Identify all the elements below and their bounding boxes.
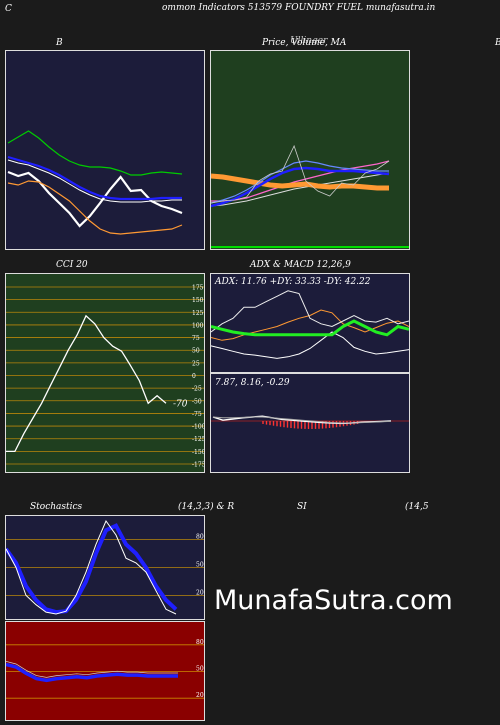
bollinger-panel <box>5 50 205 250</box>
cci-tick-label: -25 <box>192 386 202 393</box>
cci-tick-label: 175 <box>192 285 204 292</box>
cci-title: CCI 20 <box>56 260 88 270</box>
price-ma-title: Price, Volume, MA <box>262 38 347 48</box>
brand-watermark: MunafaSutra.com <box>214 585 453 616</box>
mid-band-white-line <box>7 159 182 203</box>
cci-tick-label: -100 <box>192 424 204 431</box>
cci-tick-label: -50 <box>192 398 202 405</box>
macd-label: 7.87, 8.16, -0.29 <box>215 378 290 388</box>
stoch-tick-label: 50 <box>196 562 204 569</box>
macd-signal-line <box>212 416 392 424</box>
header-left-letter: C <box>5 4 12 14</box>
ma-blue-line <box>211 166 390 208</box>
cci-tick-label: 25 <box>192 360 200 367</box>
ma-white-line <box>211 172 390 207</box>
stoch-title-left: Stochastics <box>30 502 83 512</box>
cci-tick-label: 150 <box>192 297 204 304</box>
bollinger-title: B <box>56 38 63 48</box>
stoch-title-mid: (14,3,3) & R <box>178 502 235 512</box>
mid-band-blue-line <box>7 155 182 201</box>
rsi-panel: 80 50 20 <box>5 621 205 721</box>
adx-minus-di-line <box>211 290 409 333</box>
adx-plus-di-line <box>211 331 409 359</box>
cci-tick-label: -125 <box>192 436 204 443</box>
stoch-tick-label: 20 <box>196 589 204 596</box>
stoch-tick-label: 80 <box>196 534 204 541</box>
cci-tick-label: 75 <box>192 335 200 342</box>
rsi-tick-label: 20 <box>196 692 204 699</box>
ma-pink-line <box>211 160 390 202</box>
stoch-d-line <box>6 523 178 615</box>
cci-tick-label: -175 <box>192 462 204 469</box>
rsi-title-b: (14,5 <box>405 502 429 512</box>
rsi-tick-label: 50 <box>196 666 204 673</box>
stochastics-panel: 80 50 20 <box>5 515 205 620</box>
cci-tick-label: -150 <box>192 449 204 456</box>
price-ma-title-overlay: Ullinger <box>290 36 328 46</box>
adx-green-line <box>211 319 409 337</box>
ma-orange-line <box>211 173 389 191</box>
price-thin-line <box>211 144 390 204</box>
rsi-thin-line <box>6 661 178 678</box>
cci-tick-label: 100 <box>192 322 204 329</box>
rsi-line <box>6 662 178 683</box>
rsi-tick-label: 80 <box>196 639 204 646</box>
header-right-letter: B <box>495 38 500 48</box>
upper-band-line <box>7 130 183 176</box>
price-ma-panel <box>210 50 410 250</box>
macd-panel: 7.87, 8.16, -0.29 <box>210 373 410 473</box>
cci-tick-label: -75 <box>192 411 202 418</box>
adx-macd-title: ADX & MACD 12,26,9 <box>250 260 351 270</box>
stoch-k-line <box>6 519 177 615</box>
cci-panel: 175 150 125 100 75 50 25 0 -25 -50 -75 -100 -125 -150… <box>5 273 205 473</box>
adx-panel: ADX: 11.76 +DY: 33.33 -DY: 42.22 <box>210 273 410 373</box>
cci-tick-label: 50 <box>192 348 200 355</box>
ma-lightblue-line <box>211 160 389 204</box>
cci-line <box>6 314 167 453</box>
cci-tick-label: 125 <box>192 310 204 317</box>
price-line <box>7 170 183 228</box>
cci-tick-label: 0 <box>192 373 196 380</box>
cci-value-label: -70 <box>173 399 188 409</box>
lower-band-line <box>7 180 183 235</box>
rsi-title-a: SI <box>297 502 307 512</box>
chart-title: ommon Indicators 513579 FOUNDRY FUEL mun… <box>162 3 436 13</box>
adx-label: ADX: 11.76 +DY: 33.33 -DY: 42.22 <box>215 277 371 287</box>
